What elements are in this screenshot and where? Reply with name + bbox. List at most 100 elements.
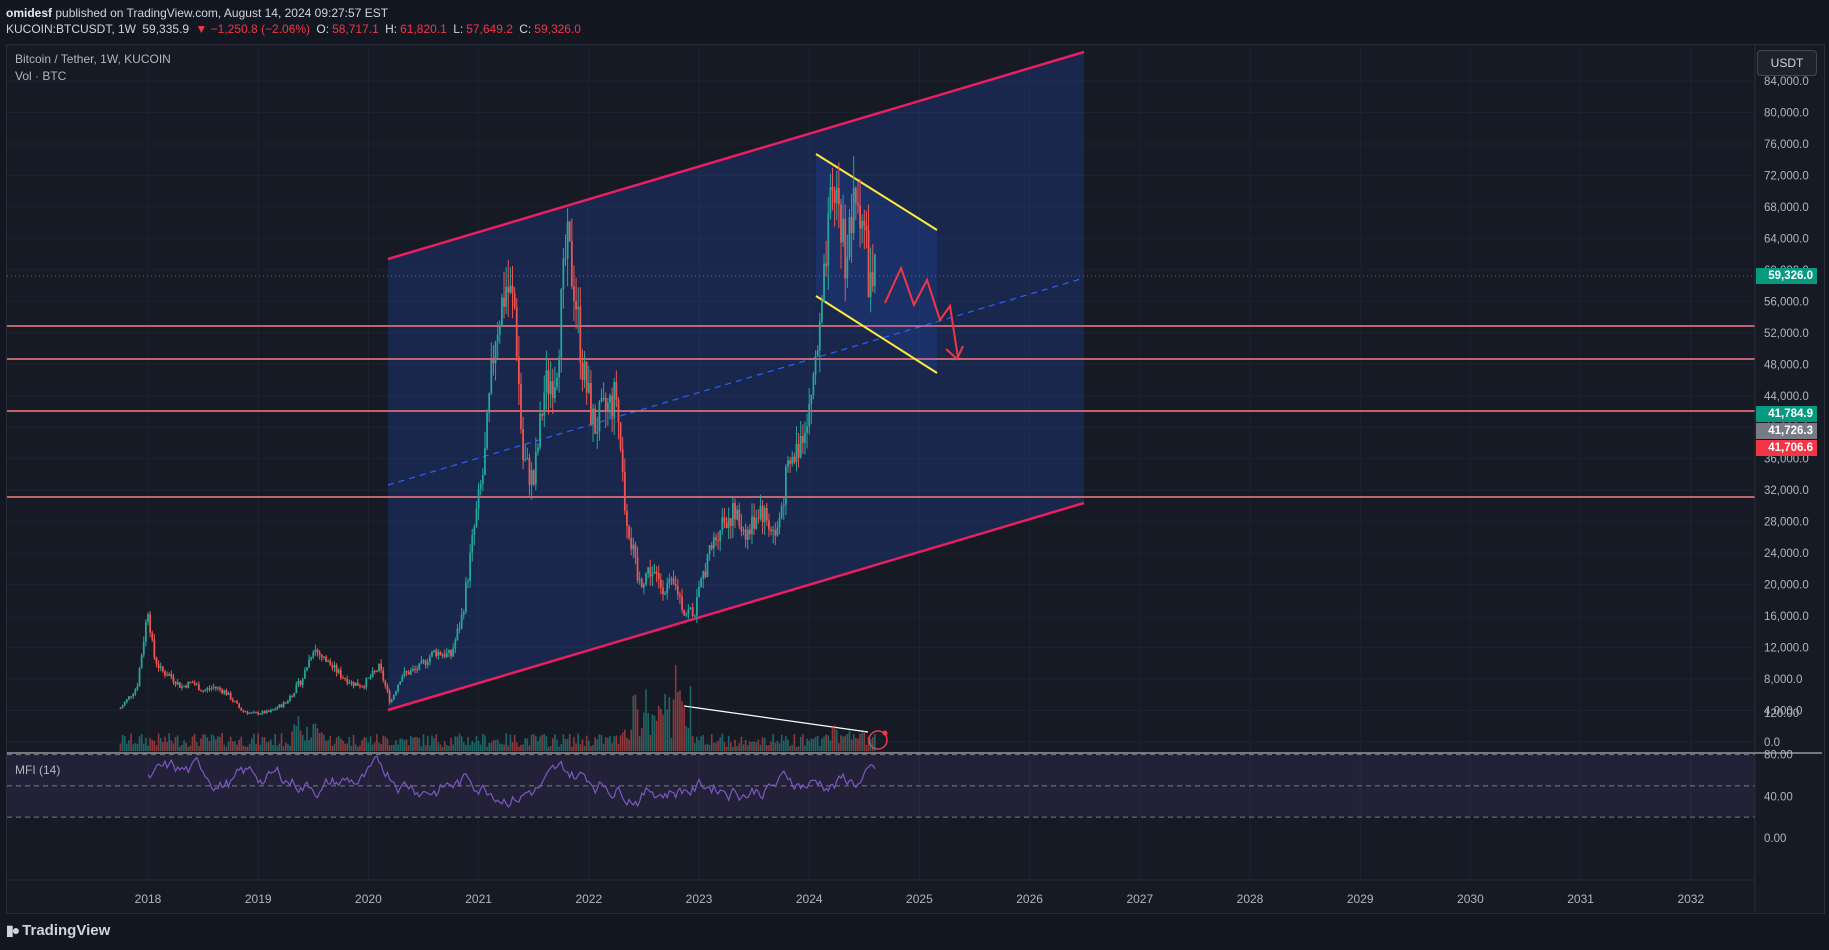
- volume-bar: [132, 744, 134, 751]
- candle-body: [132, 694, 135, 697]
- candle-body: [511, 285, 514, 294]
- candle-body: [585, 361, 588, 393]
- chart-frame[interactable]: [6, 44, 1825, 914]
- volume-bar: [874, 733, 876, 751]
- candle-body: [397, 684, 399, 692]
- candle-body: [863, 220, 866, 226]
- candle-body: [848, 217, 851, 257]
- candle-body: [138, 668, 141, 687]
- candle-body: [594, 408, 597, 434]
- volume-bar: [721, 733, 724, 751]
- volume-bar: [393, 744, 395, 751]
- candle-body: [352, 681, 355, 686]
- tradingview-logo[interactable]: ▮● TradingView: [6, 922, 110, 939]
- candle-body: [219, 687, 221, 690]
- volume-bar: [333, 743, 336, 751]
- candle-body: [185, 685, 188, 688]
- candle-body: [628, 526, 630, 538]
- time-axis-label: 2024: [796, 892, 823, 906]
- candle-body: [297, 681, 300, 685]
- candle-body: [812, 374, 815, 395]
- candle-body: [566, 221, 569, 259]
- price-axis-label: 8,000.0: [1764, 674, 1802, 686]
- candle-body: [526, 457, 529, 460]
- volume-bar: [626, 737, 628, 751]
- volume-bar: [759, 744, 762, 751]
- volume-bar: [715, 742, 717, 751]
- candle-body: [136, 686, 139, 690]
- volume-bar: [505, 733, 507, 751]
- candle-body: [698, 587, 700, 598]
- currency-button[interactable]: USDT: [1757, 50, 1817, 76]
- volume-bar: [575, 743, 577, 751]
- candle-body: [375, 670, 378, 672]
- volume-bar: [365, 737, 368, 751]
- volume-bar: [270, 739, 272, 751]
- volume-bar: [397, 744, 399, 751]
- volume-bar: [725, 746, 728, 751]
- volume-bar: [539, 736, 541, 751]
- candle-body: [704, 571, 707, 577]
- candle-body: [867, 230, 870, 298]
- candle-body: [583, 361, 586, 380]
- volume-bar: [814, 736, 817, 751]
- volume-bar: [513, 734, 516, 751]
- volume-bar: [666, 709, 669, 751]
- volume-bar: [229, 736, 232, 751]
- volume-bar: [865, 744, 868, 751]
- candle-body: [721, 517, 724, 531]
- candle-body: [647, 567, 650, 574]
- price-axis-label: 80,000.0: [1764, 107, 1809, 119]
- volume-bar: [475, 736, 478, 751]
- volume-bar: [492, 740, 495, 751]
- candle-body: [854, 187, 857, 203]
- candle-body: [486, 412, 488, 449]
- candle-body: [369, 676, 372, 678]
- volume-bar: [816, 735, 819, 751]
- volume-bar: [556, 739, 558, 751]
- volume-bar: [395, 740, 397, 751]
- volume-bar: [162, 741, 164, 751]
- tradingview-logo-icon: ▮●: [6, 922, 20, 938]
- volume-bar: [588, 740, 590, 751]
- volume-bar: [592, 744, 594, 751]
- volume-bar: [293, 724, 296, 751]
- volume-bar: [467, 737, 469, 751]
- candle-body: [837, 187, 840, 205]
- candle-body: [333, 664, 336, 668]
- candle-body: [513, 293, 516, 308]
- candle-body: [331, 665, 334, 668]
- volume-bar: [507, 745, 510, 751]
- volume-bar: [456, 736, 459, 751]
- candle-body: [606, 402, 609, 411]
- volume-bar: [346, 743, 349, 751]
- candle-body: [683, 609, 686, 616]
- chart-header: omidesf published on TradingView.com, Au…: [6, 5, 584, 37]
- volume-bar: [316, 728, 319, 751]
- candle-body: [183, 685, 185, 687]
- volume-bar: [522, 744, 524, 751]
- volume-bar: [361, 740, 363, 751]
- candle-body: [439, 651, 442, 656]
- candle-body: [736, 509, 739, 520]
- volume-bar: [535, 735, 537, 751]
- candle-body: [568, 221, 571, 242]
- candle-body: [651, 573, 654, 577]
- volume-trend-line: [683, 705, 869, 733]
- candle-body: [161, 666, 164, 672]
- candle-body: [159, 666, 162, 668]
- candle-body: [547, 370, 550, 395]
- candle-body: [403, 671, 406, 677]
- candle-body: [522, 429, 525, 461]
- volume-bar: [808, 740, 810, 751]
- author-name[interactable]: omidesf: [6, 6, 53, 20]
- candle-body: [729, 518, 732, 526]
- volume-bar: [577, 733, 580, 751]
- volume-bar: [772, 733, 774, 751]
- candle-body: [740, 525, 743, 532]
- close-value: 59,326.0: [534, 22, 581, 36]
- candle-body: [655, 571, 658, 574]
- candle-body: [587, 383, 590, 393]
- candle-body: [197, 684, 200, 691]
